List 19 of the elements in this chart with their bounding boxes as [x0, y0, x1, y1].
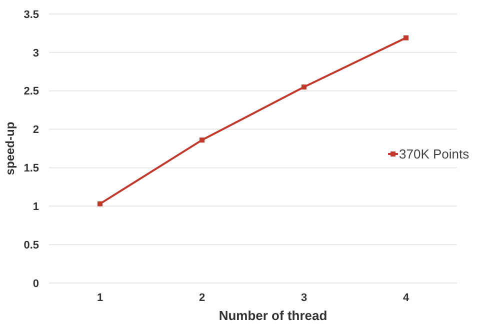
point: [404, 35, 408, 40]
legend-label: 370K Points: [399, 146, 470, 162]
y-tick-label: 1.5: [24, 162, 39, 175]
x-axis-title: Number of thread: [218, 308, 328, 323]
x-tick-label: 3: [300, 292, 308, 304]
y-tick-label: 0: [32, 278, 39, 290]
y-tick-label: 3.5: [24, 8, 39, 21]
x-tick-label: 2: [198, 292, 206, 304]
x-tick-label: 4: [402, 292, 410, 304]
y-tick-label: 0.5: [24, 239, 39, 252]
point: [302, 84, 306, 90]
x-tick-label: 1: [96, 292, 104, 304]
y-tick-label: 2.5: [24, 86, 39, 98]
point: [98, 201, 102, 206]
point: [200, 138, 204, 143]
y-tick-label: 3: [32, 47, 39, 60]
y-axis-title: speed-up: [3, 122, 17, 176]
y-tick-label: 2: [32, 124, 39, 136]
y-tick-label: 1: [32, 200, 39, 213]
